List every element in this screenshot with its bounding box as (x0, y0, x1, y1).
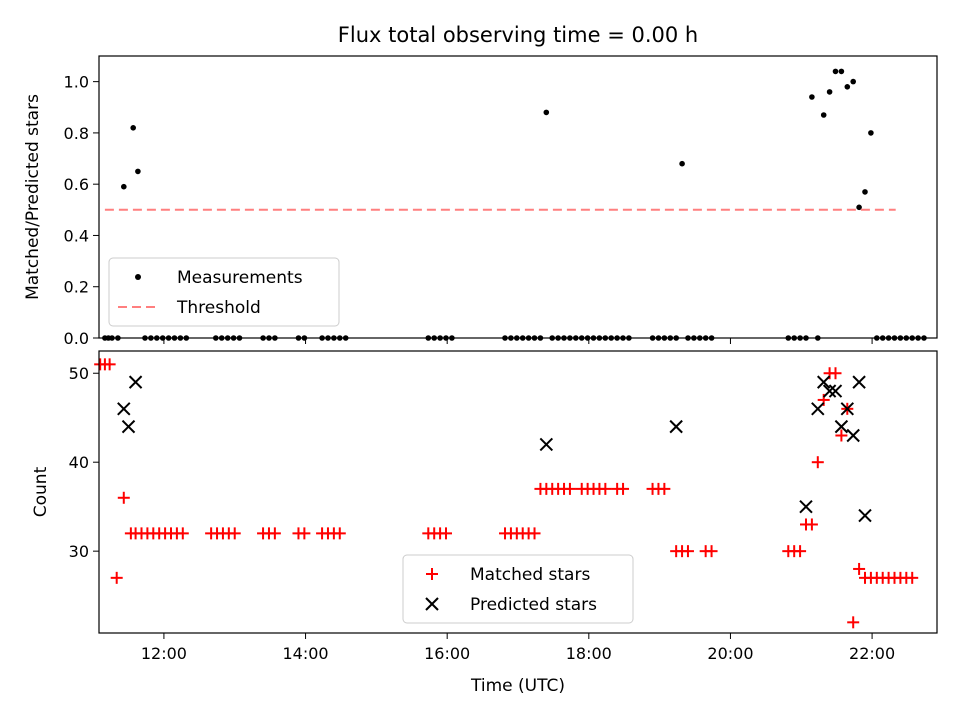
top-legend: Measurements Threshold (108, 257, 340, 327)
top-y-axis: 0.0 0.2 0.4 0.6 0.8 1.0 (64, 73, 99, 348)
predicted-star-point (816, 375, 831, 389)
bottom-y-axis-label: Count (31, 466, 51, 517)
bottom-panel: 30 40 50 12:00 14:00 16:00 18:00 20:00 22:00 Co… (31, 350, 938, 696)
top-points-layer (102, 68, 927, 341)
matched-star-point (298, 527, 311, 540)
matched-star-point (811, 456, 824, 469)
predicted-star-point (852, 375, 866, 389)
matched-star-point (333, 527, 346, 540)
bottom-x-tick-label: 22:00 (849, 644, 895, 663)
measurement-point (868, 130, 874, 136)
matched-star-point (228, 527, 241, 540)
top-y-tick-label: 0.4 (64, 226, 89, 245)
matched-star-point (805, 518, 818, 531)
measurement-point (135, 168, 141, 175)
chart-title: Flux total observing time = 0.00 h (338, 23, 698, 47)
predicted-star-point (846, 428, 860, 443)
bottom-y-axis: 30 40 50 (69, 364, 99, 561)
measurement-point (832, 68, 839, 75)
matched-star-point (681, 545, 694, 558)
bottom-x-tick-label: 16:00 (424, 644, 470, 663)
predicted-star-point (669, 419, 683, 434)
matched-star-point (658, 482, 671, 495)
matched-star-point (829, 367, 842, 380)
top-y-tick-label: 0.6 (64, 175, 89, 194)
matched-star-point (617, 482, 630, 495)
measurement-point (838, 68, 845, 75)
legend-measurements-label: Measurements (177, 268, 303, 288)
bottom-legend: Matched stars Predicted stars (402, 554, 634, 624)
matched-star-point (563, 482, 576, 495)
bottom-x-axis: 12:00 14:00 16:00 18:00 20:00 22:00 (141, 633, 895, 663)
legend-matched-label: Matched stars (470, 565, 590, 585)
predicted-star-point (121, 419, 136, 434)
matched-star-point (110, 571, 123, 584)
bottom-y-tick-label: 40 (69, 453, 89, 472)
predicted-star-point (117, 402, 131, 416)
matched-star-point (794, 545, 807, 558)
measurement-point (679, 160, 685, 167)
top-y-tick-label: 0.2 (64, 278, 89, 297)
measurement-point (862, 189, 868, 195)
top-y-tick-label: 0.8 (64, 124, 89, 143)
matched-star-point (835, 429, 848, 442)
matched-star-point (853, 562, 866, 575)
bottom-y-tick-label: 50 (69, 364, 89, 383)
top-y-tick-label: 0.0 (64, 329, 89, 348)
bottom-x-tick-label: 14:00 (282, 644, 328, 663)
legend-predicted-marker (425, 597, 439, 611)
predicted-star-point (539, 437, 554, 452)
predicted-star-point (128, 375, 143, 389)
matched-star-point (528, 527, 541, 540)
legend-matched-marker (426, 568, 438, 580)
measurement-point (826, 89, 833, 95)
measurement-point (121, 183, 127, 190)
matched-star-point (176, 527, 189, 540)
predicted-star-point (799, 499, 813, 514)
matched-star-point (268, 527, 281, 540)
measurement-point (130, 125, 136, 131)
bottom-x-axis-label: Time (UTC) (470, 676, 565, 696)
matched-star-point (599, 482, 612, 495)
bottom-x-tick-label: 18:00 (566, 644, 612, 663)
top-legend-box (108, 257, 340, 327)
bottom-legend-box (402, 554, 634, 624)
bottom-x-tick-label: 12:00 (141, 644, 187, 663)
matched-star-point (440, 527, 453, 540)
legend-predicted-label: Predicted stars (470, 595, 597, 615)
top-y-axis-label: Matched/Predicted stars (23, 94, 43, 300)
legend-threshold-label: Threshold (176, 298, 261, 318)
top-panel: 0.0 0.2 0.4 0.6 0.8 1.0 Matched/Predicted sta… (23, 55, 938, 348)
measurement-point (543, 109, 550, 116)
measurement-point (809, 94, 815, 100)
matched-star-point (117, 491, 130, 504)
top-x-tick-marks (163, 338, 873, 344)
predicted-star-point (822, 384, 837, 398)
measurement-point (856, 204, 862, 211)
top-axes-frame (98, 55, 938, 339)
matched-star-point (847, 616, 860, 629)
predicted-star-point (840, 402, 855, 416)
measurement-point (850, 78, 856, 85)
predicted-star-point (811, 402, 825, 416)
top-y-tick-label: 1.0 (64, 73, 89, 92)
matched-star-point (103, 358, 116, 371)
bottom-y-tick-label: 30 (69, 542, 89, 561)
measurement-point (820, 112, 827, 118)
matched-star-point (705, 545, 718, 558)
predicted-star-point (834, 419, 849, 434)
bottom-points-layer (94, 358, 919, 629)
predicted-star-point (828, 384, 843, 398)
bottom-axes-frame (98, 350, 938, 634)
predicted-star-point (858, 508, 872, 523)
bottom-x-tick-label: 20:00 (707, 644, 753, 663)
matched-star-point (906, 571, 919, 584)
legend-measurements-marker (135, 274, 141, 280)
measurement-point (844, 84, 851, 90)
